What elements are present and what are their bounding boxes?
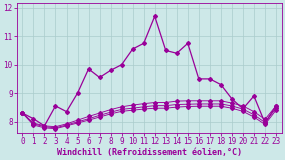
X-axis label: Windchill (Refroidissement éolien,°C): Windchill (Refroidissement éolien,°C) [57, 148, 242, 156]
